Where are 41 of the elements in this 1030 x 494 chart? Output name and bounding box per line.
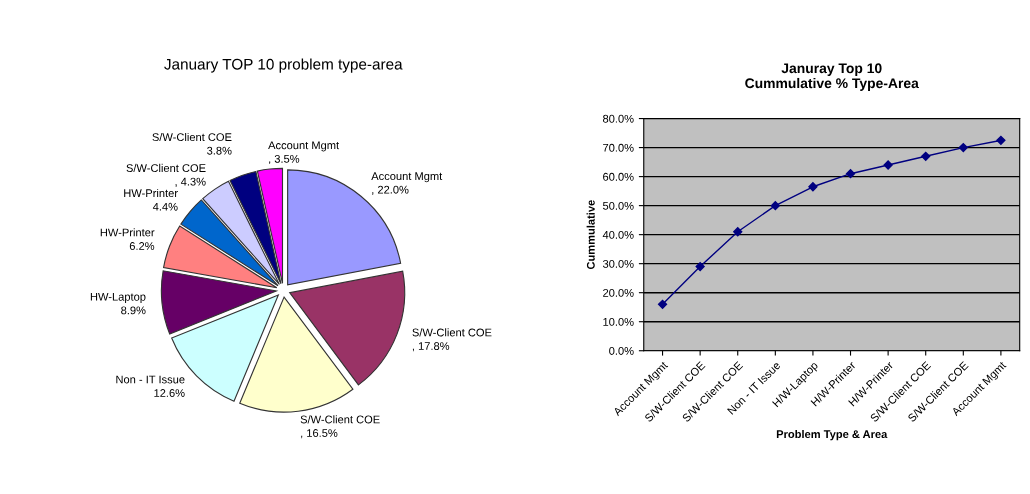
y-tick-label: 40.0%	[602, 230, 634, 239]
point	[657, 299, 668, 309]
point	[808, 182, 818, 192]
point	[733, 227, 743, 237]
y-tick-label: 10.0%	[603, 317, 634, 326]
chart-title: January TOP 10 problem type-area	[164, 58, 403, 73]
data-label: , 3.5%	[269, 154, 300, 165]
x-axis-title: Problem Type & Area	[776, 429, 888, 441]
data-label: , 17.8%	[412, 342, 450, 352]
y-tick-label: 60.0%	[603, 172, 634, 181]
data-label: 3.8%	[207, 146, 232, 155]
slice-label: HW-Laptop	[90, 292, 146, 303]
data-label: , 4.3%	[175, 177, 206, 187]
point	[883, 160, 893, 170]
y-tick-label: 20.0%	[603, 288, 634, 297]
y-axis-title: Cummulative	[586, 200, 595, 270]
chart-title: Januray Top 10 Cummulative % Type-Area	[745, 63, 919, 91]
y-tick-label: 50.0%	[602, 201, 634, 210]
point	[996, 135, 1006, 145]
slice-label: Account Mgmt	[371, 172, 443, 183]
y-tick-label: 0.0%	[609, 347, 634, 355]
point	[921, 151, 931, 161]
y-tick-label: 30.0%	[602, 259, 634, 268]
slice-label: HW-Printer	[100, 228, 155, 237]
point	[770, 201, 780, 211]
point	[695, 261, 705, 272]
data-label: 12.6%	[154, 389, 185, 397]
slice-label: S/W-Client COE	[152, 132, 232, 142]
data-label: , 22.0%	[372, 185, 409, 195]
slice-label: S/W-Client COE	[412, 328, 492, 337]
data-label: 8.9%	[121, 306, 146, 315]
y-tick-label: 80.0%	[603, 114, 634, 123]
slice-label: Account Mgmt	[268, 141, 340, 152]
y-tick-label: 70.0%	[603, 143, 634, 152]
point	[845, 169, 856, 179]
point	[958, 142, 968, 153]
data-label: , 16.5%	[301, 429, 338, 439]
slice-label: HW-Printer	[124, 188, 178, 198]
data-label: 6.2%	[129, 242, 155, 250]
slice-label: S/W-Client COE	[126, 163, 206, 172]
data-label: 4.4%	[152, 202, 178, 211]
